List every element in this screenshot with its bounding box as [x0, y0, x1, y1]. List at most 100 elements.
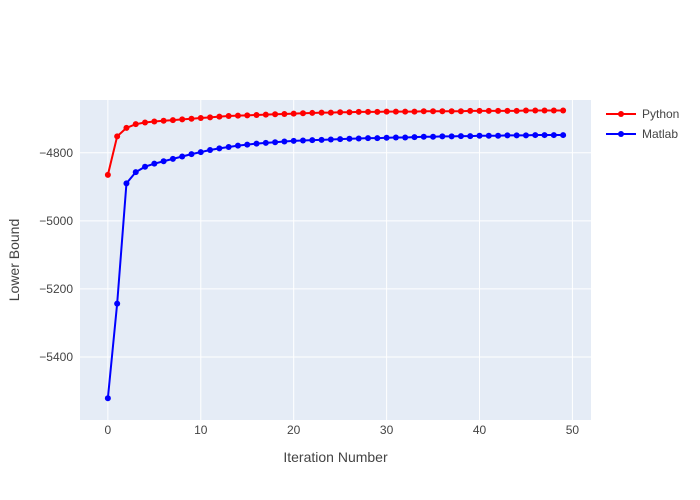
- data-point-python[interactable]: [123, 124, 130, 131]
- data-point-matlab[interactable]: [383, 134, 390, 141]
- data-point-matlab[interactable]: [151, 160, 158, 167]
- data-point-python[interactable]: [225, 113, 232, 119]
- data-point-matlab[interactable]: [169, 155, 176, 162]
- data-point-python[interactable]: [327, 109, 334, 116]
- data-point-python[interactable]: [160, 117, 167, 124]
- data-point-python[interactable]: [550, 107, 557, 114]
- data-point-python[interactable]: [169, 117, 176, 124]
- data-point-matlab[interactable]: [207, 147, 214, 154]
- data-point-python[interactable]: [420, 108, 427, 115]
- data-point-matlab[interactable]: [532, 132, 539, 139]
- data-point-matlab[interactable]: [504, 132, 511, 139]
- data-point-python[interactable]: [560, 107, 567, 114]
- data-point-matlab[interactable]: [457, 133, 464, 140]
- data-point-matlab[interactable]: [374, 135, 381, 142]
- data-point-python[interactable]: [151, 118, 158, 125]
- data-point-python[interactable]: [457, 108, 464, 115]
- data-point-matlab[interactable]: [104, 395, 111, 402]
- data-point-matlab[interactable]: [420, 133, 427, 140]
- data-point-python[interactable]: [337, 109, 344, 116]
- data-point-matlab[interactable]: [114, 300, 121, 307]
- data-point-python[interactable]: [402, 108, 409, 115]
- data-point-matlab[interactable]: [476, 132, 483, 139]
- data-point-matlab[interactable]: [142, 163, 149, 170]
- data-point-python[interactable]: [355, 108, 362, 115]
- data-point-python[interactable]: [374, 108, 381, 115]
- legend[interactable]: Python Matlab: [606, 107, 679, 141]
- data-point-python[interactable]: [476, 107, 483, 114]
- data-point-matlab[interactable]: [346, 135, 353, 142]
- data-point-matlab[interactable]: [355, 135, 362, 142]
- legend-item-python[interactable]: Python: [606, 107, 679, 121]
- data-point-matlab[interactable]: [160, 158, 167, 165]
- data-point-python[interactable]: [299, 110, 306, 117]
- data-point-python[interactable]: [290, 110, 297, 117]
- data-point-matlab[interactable]: [299, 137, 306, 144]
- data-point-matlab[interactable]: [402, 134, 409, 141]
- data-point-matlab[interactable]: [318, 136, 325, 143]
- data-point-python[interactable]: [495, 107, 502, 114]
- data-point-matlab[interactable]: [225, 143, 232, 150]
- data-point-matlab[interactable]: [327, 136, 334, 143]
- data-point-python[interactable]: [532, 107, 539, 114]
- data-point-python[interactable]: [234, 112, 241, 119]
- data-point-python[interactable]: [430, 108, 437, 115]
- data-point-python[interactable]: [262, 111, 269, 118]
- data-point-matlab[interactable]: [290, 137, 297, 144]
- data-point-python[interactable]: [197, 115, 204, 122]
- data-point-matlab[interactable]: [392, 134, 399, 141]
- data-point-matlab[interactable]: [337, 136, 344, 143]
- data-point-python[interactable]: [207, 114, 214, 121]
- data-point-python[interactable]: [513, 107, 520, 114]
- data-point-python[interactable]: [244, 112, 251, 119]
- data-point-matlab[interactable]: [123, 180, 130, 187]
- data-point-matlab[interactable]: [253, 140, 260, 147]
- data-point-python[interactable]: [439, 108, 446, 115]
- data-point-python[interactable]: [522, 107, 529, 114]
- data-point-python[interactable]: [448, 108, 455, 115]
- data-point-python[interactable]: [318, 109, 325, 116]
- data-point-python[interactable]: [142, 119, 149, 126]
- data-point-matlab[interactable]: [188, 151, 195, 158]
- data-point-matlab[interactable]: [197, 149, 204, 156]
- data-point-matlab[interactable]: [467, 133, 474, 140]
- data-point-matlab[interactable]: [448, 133, 455, 140]
- data-point-python[interactable]: [253, 111, 260, 118]
- legend-item-matlab[interactable]: Matlab: [606, 127, 678, 141]
- data-point-python[interactable]: [392, 108, 399, 115]
- data-point-python[interactable]: [411, 108, 418, 115]
- data-point-matlab[interactable]: [179, 153, 186, 160]
- data-point-matlab[interactable]: [522, 132, 529, 139]
- data-point-matlab[interactable]: [439, 133, 446, 140]
- data-point-matlab[interactable]: [485, 132, 492, 139]
- data-point-matlab[interactable]: [272, 139, 279, 146]
- data-point-python[interactable]: [104, 171, 111, 178]
- data-point-matlab[interactable]: [244, 141, 251, 148]
- data-point-matlab[interactable]: [132, 169, 139, 176]
- data-point-matlab[interactable]: [365, 135, 372, 142]
- data-point-python[interactable]: [179, 116, 186, 123]
- data-point-python[interactable]: [485, 107, 492, 114]
- data-point-python[interactable]: [365, 108, 372, 115]
- data-point-matlab[interactable]: [541, 132, 548, 139]
- data-point-matlab[interactable]: [309, 137, 316, 144]
- data-point-matlab[interactable]: [281, 138, 288, 145]
- data-point-matlab[interactable]: [234, 142, 241, 149]
- data-point-python[interactable]: [188, 115, 195, 122]
- data-point-matlab[interactable]: [550, 132, 557, 139]
- data-point-matlab[interactable]: [216, 145, 223, 152]
- data-point-python[interactable]: [467, 107, 474, 114]
- data-point-python[interactable]: [504, 107, 511, 114]
- data-point-python[interactable]: [281, 110, 288, 117]
- data-point-matlab[interactable]: [513, 132, 520, 139]
- data-point-matlab[interactable]: [495, 132, 502, 139]
- data-point-python[interactable]: [346, 109, 353, 116]
- data-point-python[interactable]: [272, 111, 279, 118]
- data-point-matlab[interactable]: [262, 139, 269, 146]
- data-point-python[interactable]: [541, 107, 548, 114]
- data-point-matlab[interactable]: [430, 133, 437, 140]
- data-point-python[interactable]: [132, 121, 139, 128]
- data-point-matlab[interactable]: [411, 134, 418, 141]
- data-point-python[interactable]: [114, 133, 121, 140]
- data-point-python[interactable]: [216, 113, 223, 120]
